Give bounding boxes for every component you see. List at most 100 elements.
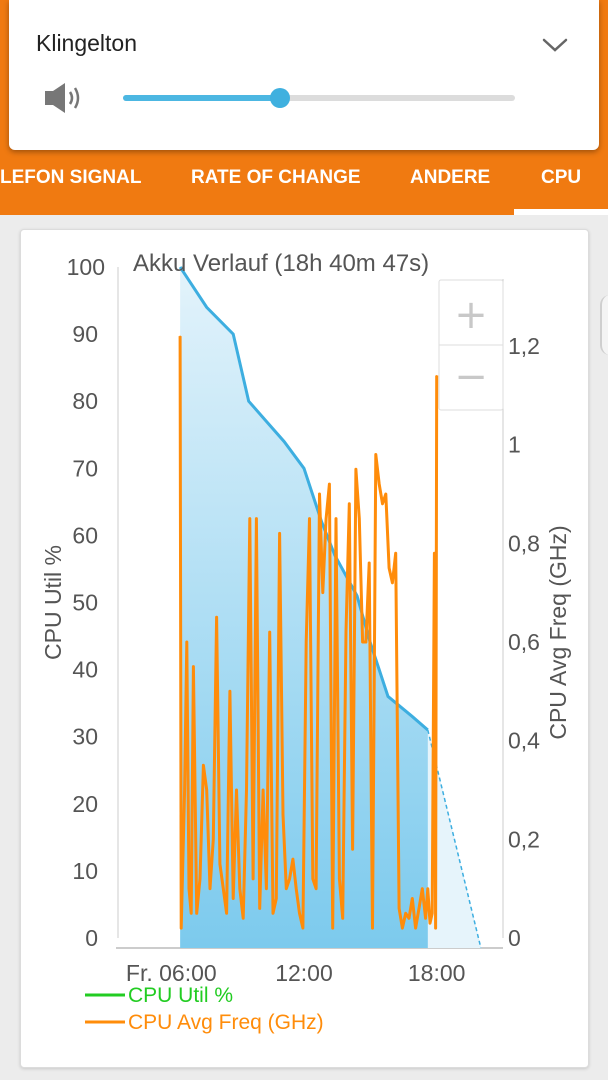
cpu-freq-point [222,888,224,890]
cpu-freq-point [434,927,437,929]
legend-label: CPU Util % [128,984,233,1007]
y2-tick-label: 1 [508,432,521,458]
cpu-freq-point [365,641,367,643]
cpu-freq-point [318,493,321,495]
cpu-freq-point [192,666,194,668]
cpu-freq-point [219,863,221,865]
cpu-freq-point [235,789,238,791]
volume-slider-thumb[interactable] [269,88,290,108]
cpu-freq-point [279,532,281,535]
cpu-freq-point [421,888,423,890]
volume-slider[interactable] [123,88,515,108]
legend-label: CPU Avg Freq (GHz) [128,1011,324,1034]
cpu-freq-point [381,503,384,505]
cpu-freq-point [315,888,317,890]
y-tick-label: 60 [72,522,98,548]
volume-slider-fill [123,95,280,101]
cpu-freq-point [305,641,307,643]
cpu-freq-point [225,912,228,914]
cpu-freq-point [183,789,186,791]
cpu-freq-point [427,888,429,890]
cpu-freq-point [338,878,340,880]
cpu-freq-point [395,552,397,554]
y2-tick-label: 0,8 [508,530,540,556]
tab-bar: LEFON SIGNAL RATE OF CHANGE ANDERE CPU [0,150,608,215]
cpu-freq-point [328,483,331,485]
y2-tick-label: 0 [508,925,521,951]
cpu-freq-point [252,878,254,880]
zoom-control[interactable]: +− [438,279,504,411]
battery-cpu-chart: 10090807060504030201001,210,80,60,40,20F… [40,250,571,1034]
cpu-freq-point [322,592,324,594]
cpu-freq-point [272,912,274,914]
cpu-freq-point [352,848,354,850]
speaker-icon[interactable] [43,80,83,116]
cpu-freq-point [190,912,192,914]
edge-panel-handle[interactable] [600,295,608,355]
cpu-freq-point [216,616,218,618]
cpu-freq-point [355,468,357,470]
cpu-freq-point [335,518,337,520]
y2-tick-label: 1,2 [508,333,540,359]
chevron-down-icon[interactable] [541,34,569,54]
battery-line [178,266,429,732]
cpu-freq-point [295,888,297,890]
y-tick-label: 40 [72,657,98,683]
cpu-freq-point [368,562,370,564]
cpu-freq-point [342,917,344,919]
cpu-freq-point [232,897,234,900]
cpu-freq-point [199,878,201,880]
cpu-freq-point [179,335,181,337]
cpu-freq-point [202,764,204,766]
y2-tick-label: 0,4 [508,728,540,754]
cpu-freq-point [405,912,407,914]
cpu-freq-point [212,838,214,840]
cpu-freq-point [388,567,390,569]
cpu-freq-point [385,493,387,495]
cpu-freq-point [312,878,314,880]
volume-panel: Klingelton [9,0,599,150]
x-tick-label: 18:00 [408,960,466,986]
zoom-out-button[interactable]: − [454,354,488,400]
cpu-freq-point [433,552,436,554]
y2-axis-label: CPU Avg Freq (GHz) [545,525,571,739]
x-tick-label: Fr. 06:00 [126,960,217,986]
y-tick-label: 30 [72,724,98,750]
y-tick-label: 50 [72,590,98,616]
cpu-freq-point [358,518,360,520]
tab-andere[interactable]: ANDERE [410,167,491,188]
cpu-freq-point [436,374,438,377]
cpu-freq-point [288,878,291,880]
cpu-freq-point [408,917,410,919]
cpu-freq-point [431,912,433,914]
cpu-freq-point [242,917,244,919]
cpu-freq-point [391,582,394,584]
tab-cpu[interactable]: CPU [541,167,582,188]
cpu-freq-point [262,789,264,791]
cpu-freq-point [398,907,400,909]
zoom-in-button[interactable]: + [454,292,488,338]
cpu-freq-point [425,917,427,919]
cpu-freq-point [282,814,284,816]
tab-rate-of-change[interactable]: RATE OF CHANGE [191,167,361,188]
y-tick-label: 0 [85,925,98,951]
cpu-freq-point [429,922,431,924]
cpu-freq-point [415,927,417,929]
cpu-freq-point [361,641,364,643]
y-tick-label: 100 [67,254,105,280]
cpu-freq-point [411,897,413,900]
tab-telefon-signal[interactable]: LEFON SIGNAL [0,167,142,188]
cpu-freq-point [418,907,420,909]
cpu-freq-point [229,690,231,692]
y2-tick-label: 0,2 [508,826,540,852]
cpu-freq-point [196,912,198,914]
cpu-freq-point [206,789,208,791]
chart-title: Akku Verlauf (18h 40m 47s) [133,250,429,277]
active-tab-indicator [514,209,608,215]
cpu-freq-point [245,789,248,791]
cpu-freq-point [255,518,258,520]
cpu-freq-point [325,518,327,520]
cpu-freq-point [348,503,350,505]
cpu-freq-point [188,888,190,890]
cpu-freq-point [401,927,403,929]
